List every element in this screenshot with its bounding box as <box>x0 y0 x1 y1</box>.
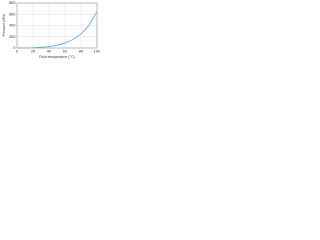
chart: Pressure (kPa) Fluid temperature (°C) 0 2… <box>2 0 100 59</box>
x-axis-title: Fluid temperature (°C) <box>39 55 75 59</box>
x-tick-label: 20 <box>31 49 36 54</box>
plot-frame <box>16 2 98 49</box>
y-tick-label: 0 <box>13 45 16 50</box>
x-tick-label: 60 <box>63 49 68 54</box>
y-tick-label: 800 <box>9 0 16 5</box>
x-tick-label: 0 <box>16 49 19 54</box>
y-tick-label: 400 <box>9 23 16 28</box>
y-tick-label: 600 <box>9 11 16 16</box>
line <box>16 11 98 49</box>
x-tick-label: 100 <box>94 49 100 54</box>
y-tick-label: 200 <box>9 34 16 39</box>
y-axis-title: Pressure (kPa) <box>2 14 6 37</box>
x-tick-label: 80 <box>79 49 84 54</box>
x-tick-label: 40 <box>47 49 52 54</box>
